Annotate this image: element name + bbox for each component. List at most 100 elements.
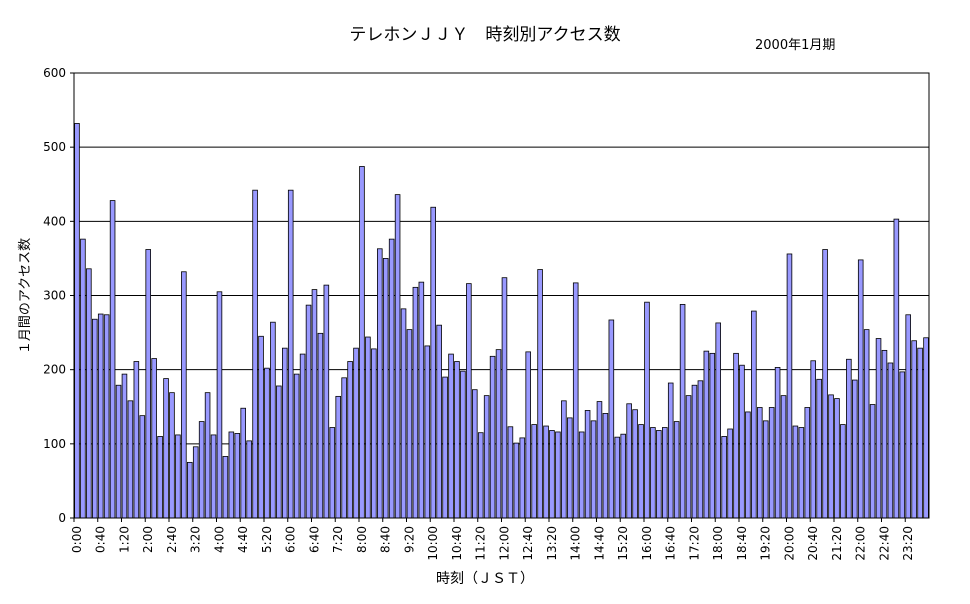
bar-10:10 [436,324,442,519]
bar-2:20 [157,436,163,519]
bar-10:20 [442,376,448,519]
x-tick-label: 20:40 [806,526,820,561]
bar-19:40 [774,367,781,519]
bar-7:50 [353,347,359,519]
bar-21:30 [840,424,846,519]
bar-11:40 [489,355,496,519]
bar-15:20 [620,433,626,519]
bar-16:00 [644,301,650,519]
bar-7:20 [335,395,341,519]
bar-14:20 [584,410,591,519]
bar-19:10 [757,407,763,519]
bar-14:30 [590,420,597,519]
bar-15:30 [626,403,632,519]
bar-21:40 [846,358,852,519]
bar-23:30 [911,340,917,519]
bar-4:00 [216,291,223,519]
bar-1:50 [139,415,146,519]
x-tick-label: 13:20 [545,526,559,561]
x-tick-label: 6:00 [284,526,298,553]
bar-1:40 [133,361,140,519]
bar-6:40 [311,289,318,519]
bar-13:40 [561,400,567,519]
bar-9:20 [406,329,413,519]
bar-6:20 [299,353,306,519]
bar-6:50 [317,332,324,519]
x-tick-label: 12:40 [521,526,535,561]
x-tick-label: 0:00 [70,526,84,553]
chart-subtitle: 2000年1月期 [755,38,836,53]
bar-0:10 [80,238,86,519]
y-tick-label: 500 [43,140,66,154]
bar-6:00 [287,189,294,519]
bar-1:30 [127,400,134,519]
x-tick-label: 11:20 [474,526,488,561]
bar-7:10 [329,427,336,519]
bar-23:10 [899,371,906,519]
bar-2:00 [145,249,151,519]
bar-20:30 [804,407,811,519]
x-tick-label: 4:40 [236,526,250,553]
bar-18:00 [715,322,721,519]
bar-8:20 [371,348,377,519]
bar-16:30 [662,427,668,519]
y-tick-label: 300 [43,289,66,303]
bar-7:30 [341,377,347,519]
bar-18:20 [727,428,733,519]
x-tick-label: 6:40 [307,526,321,553]
bar-14:50 [602,413,609,519]
bar-8:40 [382,258,389,519]
bar-18:50 [745,411,751,519]
x-tick-label: 18:40 [735,526,749,561]
bar-15:10 [614,436,621,519]
bar-11:10 [472,389,478,519]
bar-11:50 [495,349,502,519]
bar-4:30 [234,433,241,519]
bar-13:50 [567,417,573,519]
bar-22:40 [881,349,888,519]
bar-16:20 [656,430,662,519]
x-tick-label: 19:20 [759,526,773,561]
bar-17:20 [691,384,698,519]
bar-21:50 [852,379,858,519]
bar-9:00 [394,194,401,519]
bar-12:20 [513,442,520,519]
bar-5:30 [270,321,276,519]
x-tick-label: 8:00 [355,526,369,553]
bar-14:10 [578,431,585,519]
bar-2:30 [163,378,169,519]
bar-15:50 [638,424,644,519]
bar-8:00 [359,166,365,519]
bar-12:40 [525,351,531,519]
bar-9:50 [424,345,431,519]
bar-14:40 [596,401,603,519]
x-tick-label: 16:40 [664,526,678,561]
bar-3:40 [204,392,211,519]
x-tick-label: 9:20 [402,526,416,553]
bar-13:10 [543,425,549,519]
bar-0:50 [103,314,110,519]
x-tick-label: 2:00 [141,526,155,553]
y-tick-label: 400 [43,214,66,228]
x-axis-label: 時刻（ＪＳＴ） [436,571,534,587]
x-tick-label: 18:00 [711,526,725,561]
bar-1:00 [109,200,116,519]
bar-13:20 [549,430,555,519]
x-tick-label: 14:40 [592,526,606,561]
x-tick-label: 1:20 [117,526,131,553]
bar-10:00 [430,206,436,519]
y-tick-label: 600 [43,66,66,80]
bar-22:10 [863,329,870,519]
bar-2:40 [169,392,175,519]
bar-17:30 [697,380,704,519]
bar-5:40 [276,385,282,519]
bar-20:00 [786,253,793,519]
bar-8:10 [365,336,371,519]
y-tick-label: 200 [43,363,66,377]
x-tick-label: 12:00 [497,526,511,561]
bar-1:10 [115,384,122,519]
bar-12:00 [501,277,508,519]
bar-1:20 [121,373,128,519]
bar-18:10 [721,436,727,519]
bar-0:30 [92,318,98,519]
